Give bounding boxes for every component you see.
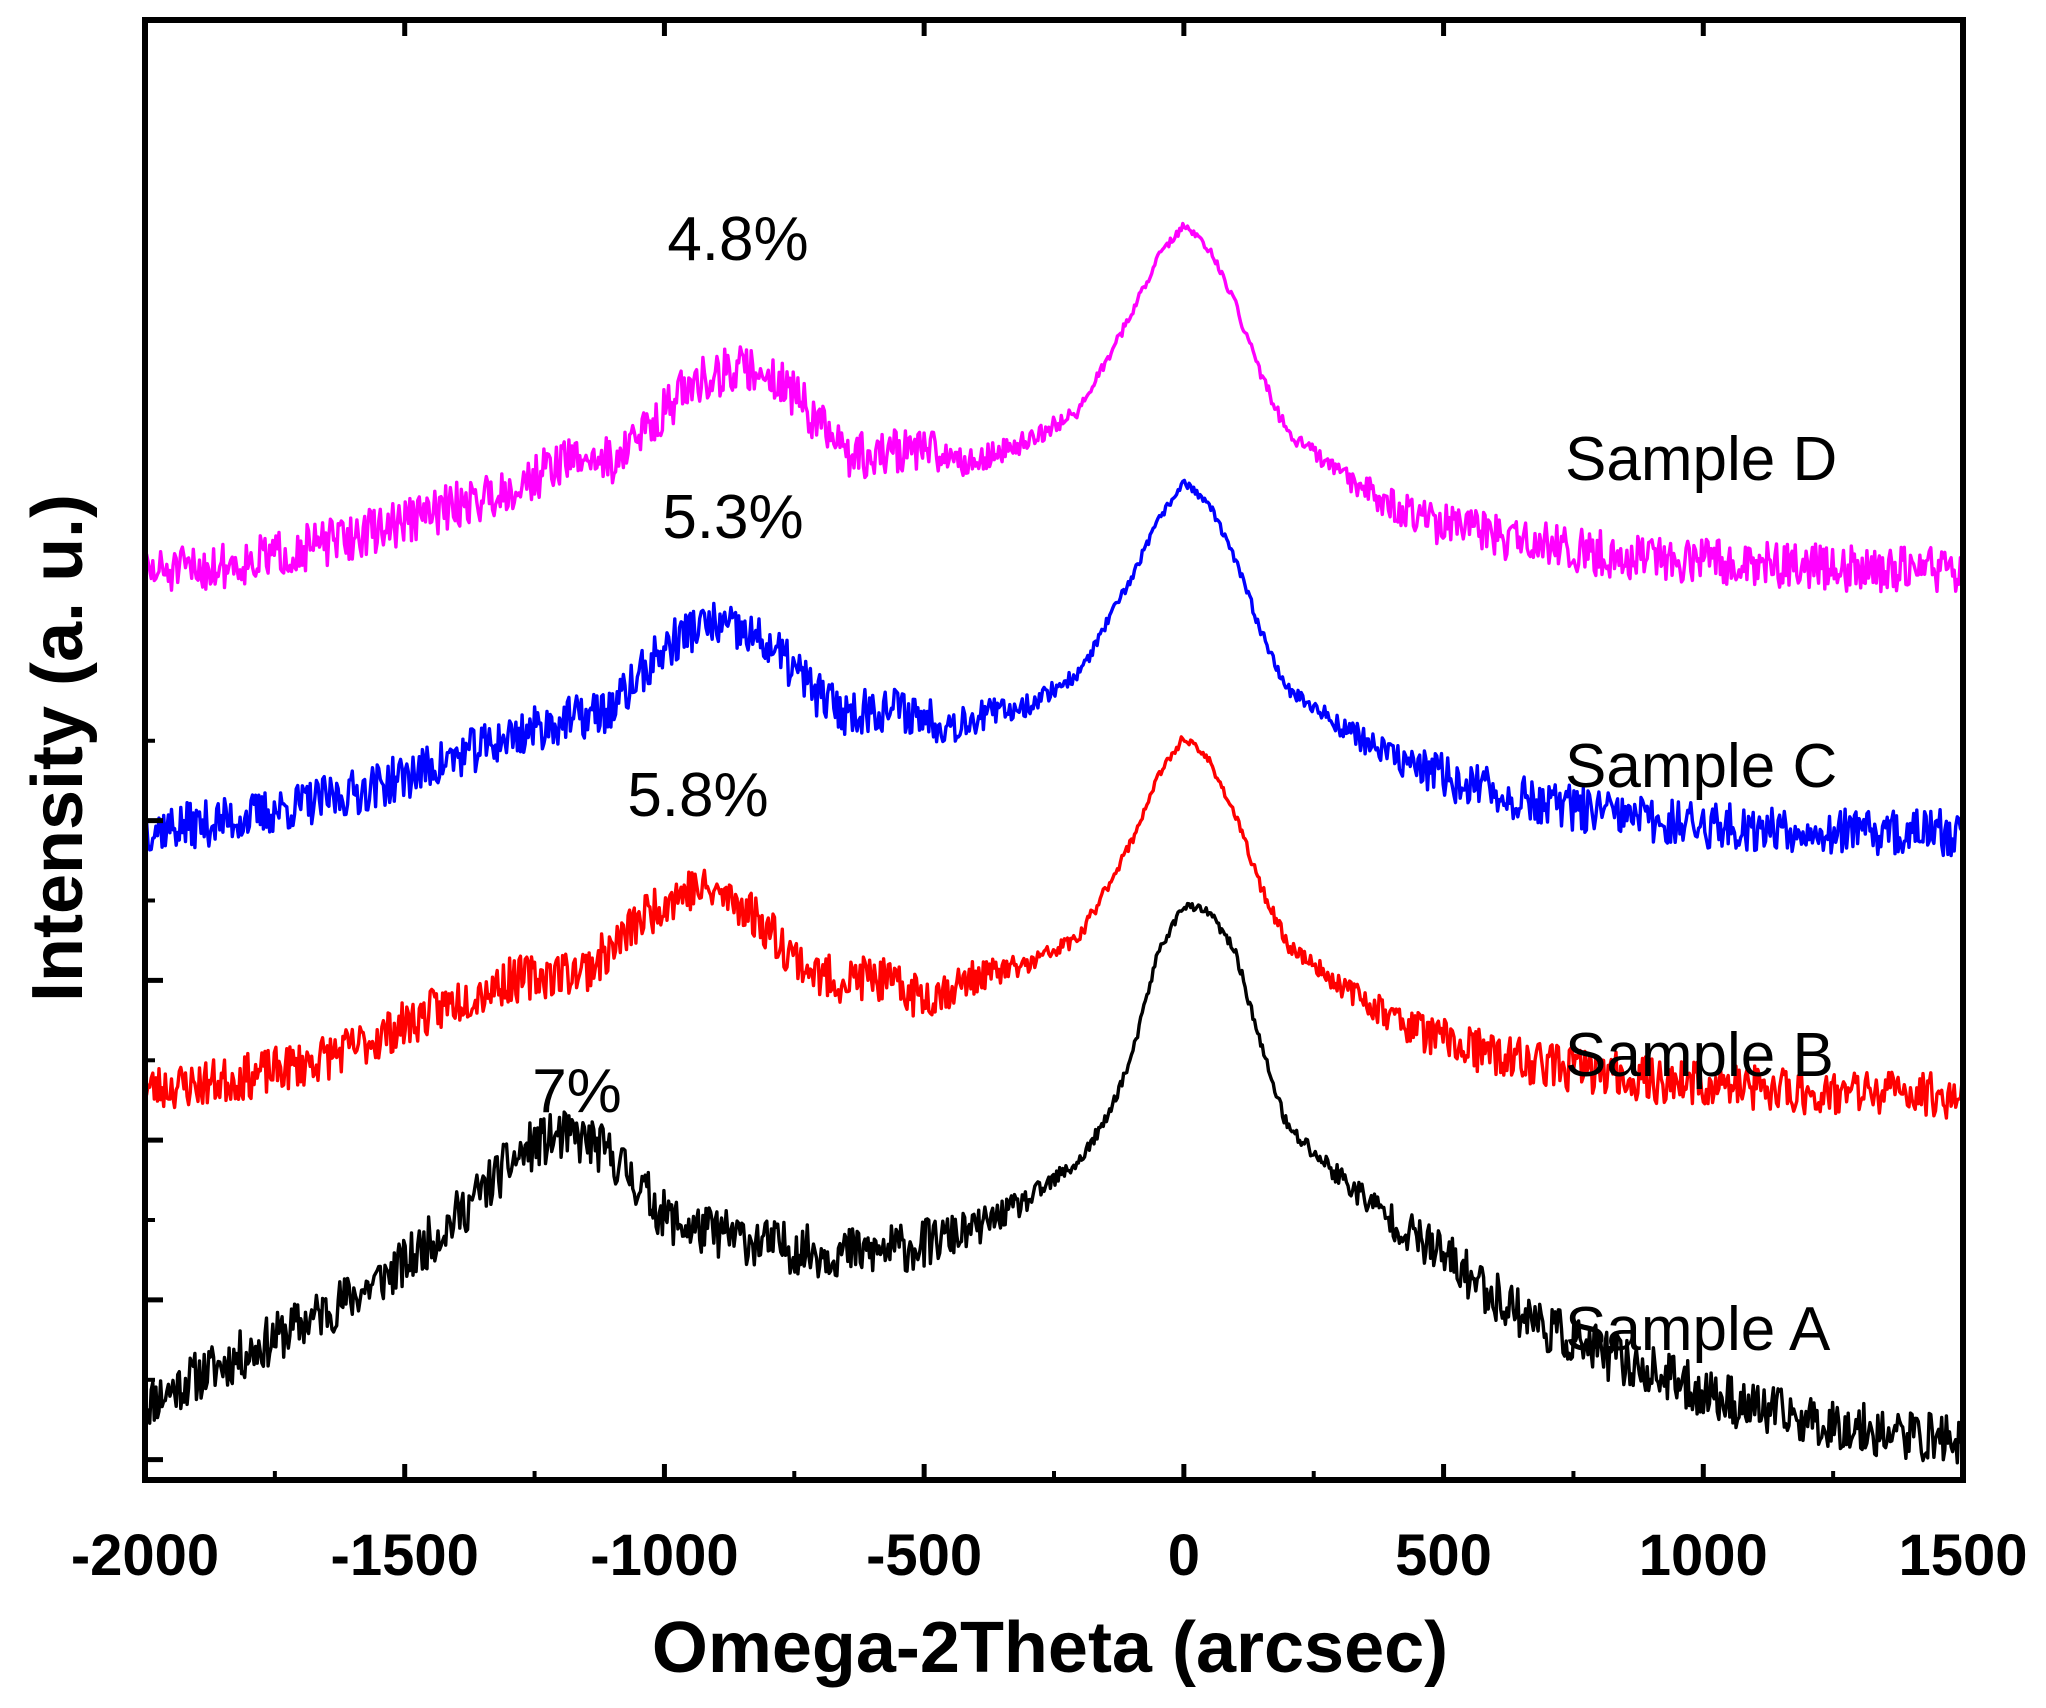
series-line-sample-b [143,735,1964,1120]
series-label-sample-d: Sample D [1565,425,1837,494]
series-line-sample-c [143,478,1964,858]
series-line-sample-a [143,901,1964,1465]
series-label-sample-a: Sample A [1565,1295,1831,1364]
x-tick-labels: -2000 -1500 -1000 -500 0 500 1000 1500 [71,1523,2028,1588]
x-tick-label: 1000 [1639,1523,1768,1588]
x-tick-label: 500 [1395,1523,1492,1588]
x-tick-label: -1000 [590,1523,738,1588]
x-tick-label: 0 [1168,1523,1200,1588]
series-line-sample-d [143,221,1964,594]
x-axis-title: Omega-2Theta (arcsec) [652,1608,1448,1688]
curves-layer [143,221,1964,1465]
x-tick-label: 1500 [1898,1523,2027,1588]
x-tick-label: -500 [866,1523,982,1588]
series-label-sample-b: Sample B [1565,1021,1834,1090]
ticks-layer [142,20,1966,1480]
y-axis-title: Intensity (a. u.) [18,494,98,1002]
peak-label-5-3: 5.3% [662,483,803,552]
series-label-sample-c: Sample C [1565,732,1837,801]
peak-label-7: 7% [532,1057,622,1126]
x-tick-label: -2000 [71,1523,219,1588]
x-tick-label: -1500 [331,1523,479,1588]
peak-label-4-8: 4.8% [667,205,808,274]
peak-label-5-8: 5.8% [627,761,768,830]
